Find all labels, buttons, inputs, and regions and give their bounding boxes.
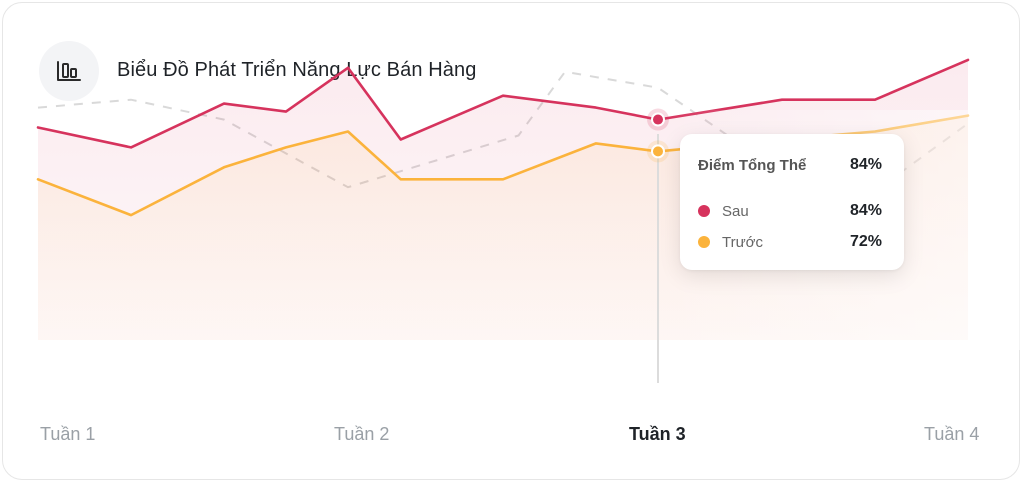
x-tick-label-active[interactable]: Tuần 3 <box>629 424 686 444</box>
tooltip-row-value: 72% <box>849 233 882 250</box>
chart-tooltip: Điểm Tổng Thể 84% Sau 84% Trước 72% <box>680 134 904 270</box>
chart-icon-badge <box>39 41 99 101</box>
after-dot-icon <box>698 205 710 217</box>
tooltip-row-before: Trước 72% <box>698 233 882 251</box>
bar-chart-icon <box>57 61 81 81</box>
x-tick-label[interactable]: Tuần 1 <box>40 424 96 444</box>
before-dot-icon <box>698 236 710 248</box>
tooltip-row-label: Trước <box>722 233 763 251</box>
x-tick-label[interactable]: Tuần 4 <box>924 424 980 444</box>
data-point-marker[interactable] <box>651 112 665 127</box>
x-tick-label[interactable]: Tuần 2 <box>334 424 390 444</box>
tooltip-row-label: Sau <box>722 202 749 220</box>
tooltip-header: Điểm Tổng Thể 84% <box>698 156 882 174</box>
tooltip-title: Điểm Tổng Thể <box>698 156 807 174</box>
data-point-marker[interactable] <box>651 144 665 159</box>
chart-title: Biểu Đồ Phát Triển Năng Lực Bán Hàng <box>117 59 477 81</box>
series-line-after <box>36 58 970 149</box>
tooltip-total: 84% <box>849 156 882 173</box>
tooltip-row-value: 84% <box>849 202 882 219</box>
tooltip-row-after: Sau 84% <box>698 202 882 220</box>
